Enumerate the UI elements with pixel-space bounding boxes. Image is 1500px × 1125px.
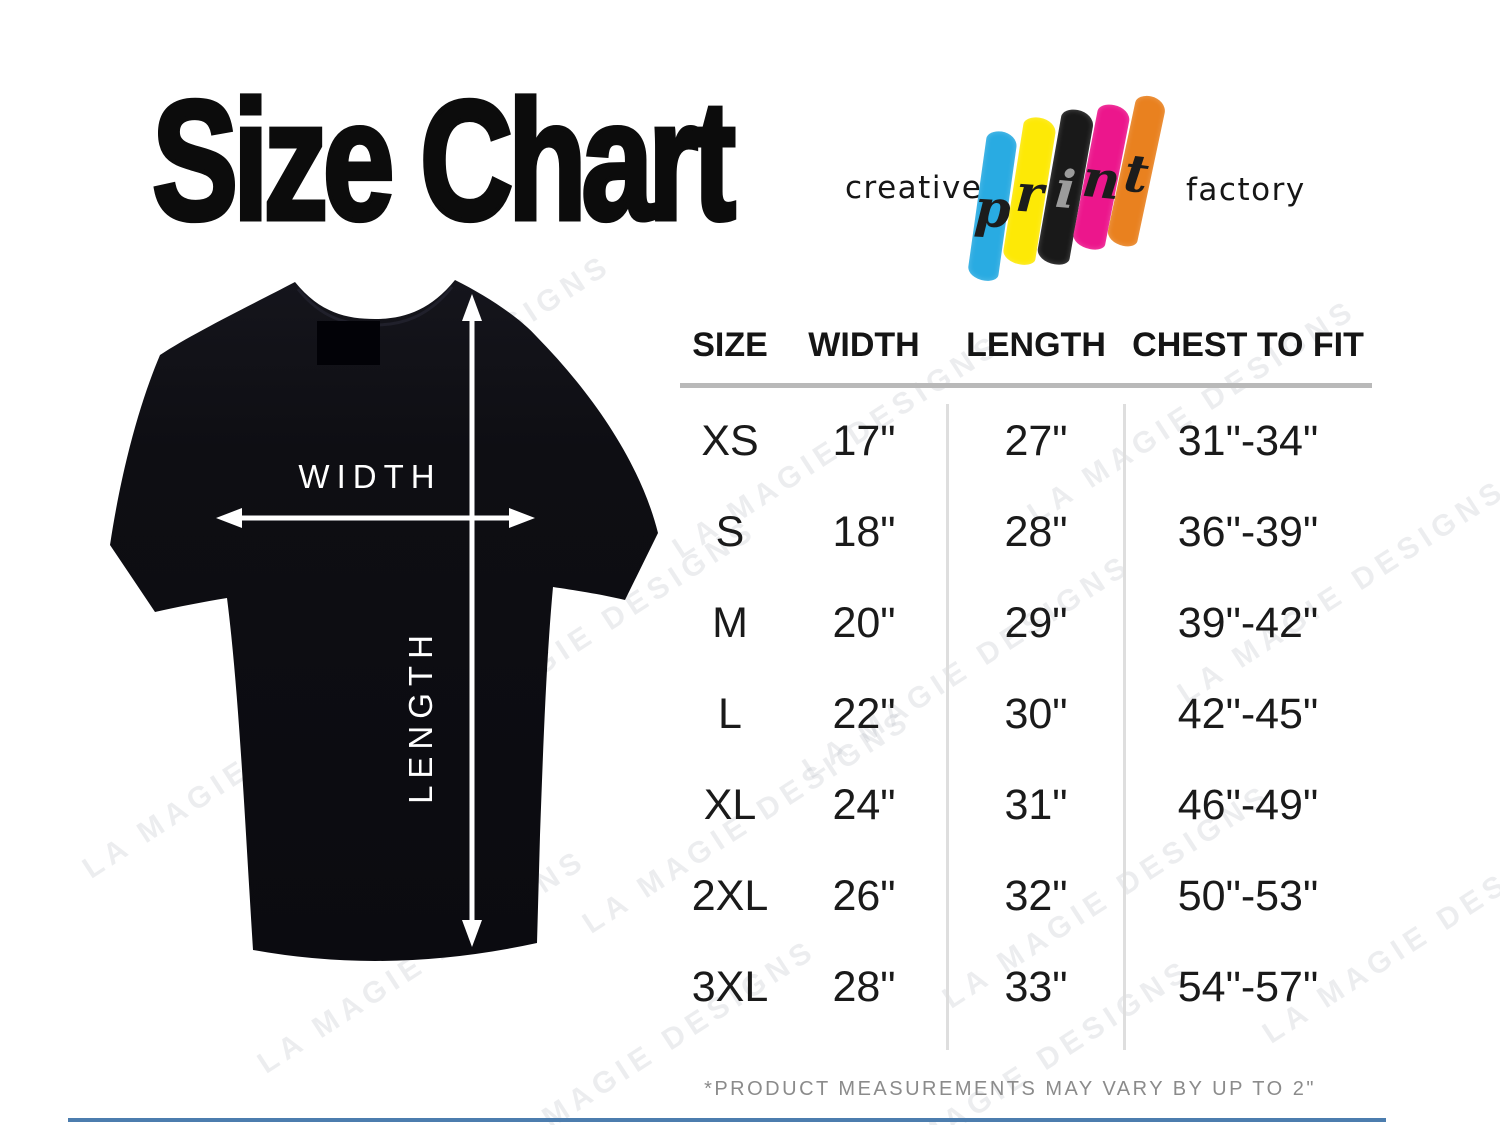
cell-width: 28": [832, 963, 896, 1011]
length-measure-label: LENGTH: [402, 628, 439, 804]
size-table-body: XS 17" 27" 31"-34" S 18" 28" 36"-39" M 2…: [680, 396, 1372, 1033]
page-title: Size Chart: [150, 66, 738, 256]
cell-chest: 50"-53": [1177, 872, 1319, 920]
logo-letter-i: i: [1052, 158, 1078, 222]
logo-word-factory: factory: [1186, 172, 1306, 208]
cell-length: 28": [1004, 508, 1068, 556]
size-table-header: SIZE WIDTH LENGTH CHEST TO FIT: [680, 325, 1372, 365]
table-row: M 20" 29" 39"-42": [680, 578, 1372, 669]
cell-chest: 39"-42": [1177, 599, 1319, 647]
header-chest: CHEST TO FIT: [1132, 325, 1364, 364]
cell-chest: 42"-45": [1177, 690, 1319, 738]
table-header-rule: [680, 383, 1372, 388]
cell-length: 29": [1004, 599, 1068, 647]
table-row: XL 24" 31" 46"-49": [680, 760, 1372, 851]
length-arrow: [462, 294, 482, 947]
cell-length: 32": [1004, 872, 1068, 920]
cell-width: 22": [832, 690, 896, 738]
cell-width: 20": [832, 599, 896, 647]
logo-letter-t: t: [1120, 142, 1152, 206]
cell-size: XS: [701, 417, 759, 465]
cell-width: 17": [832, 417, 896, 465]
logo-word-creative: creative: [845, 170, 983, 206]
cell-chest: 54"-57": [1177, 963, 1319, 1011]
cell-length: 33": [1004, 963, 1068, 1011]
neck-label: [317, 321, 380, 365]
logo-letter-r: r: [1013, 162, 1045, 226]
bottom-accent-line: [68, 1118, 1386, 1122]
cell-chest: 36"-39": [1177, 508, 1319, 556]
cell-width: 24": [832, 781, 896, 829]
tshirt-diagram: [110, 280, 658, 961]
cell-width: 18": [832, 508, 896, 556]
width-arrow: [216, 508, 535, 528]
table-row: 3XL 28" 33" 54"-57": [680, 942, 1372, 1033]
header-width: WIDTH: [808, 325, 920, 364]
cell-chest: 31"-34": [1177, 417, 1319, 465]
column-divider-1: [946, 404, 949, 1050]
cell-size: XL: [703, 781, 757, 829]
table-row: 2XL 26" 32" 50"-53": [680, 851, 1372, 942]
header-size: SIZE: [692, 325, 768, 364]
column-divider-2: [1123, 404, 1126, 1050]
table-row: XS 17" 27" 31"-34": [680, 396, 1372, 487]
cell-chest: 46"-49": [1177, 781, 1319, 829]
tshirt-silhouette: [110, 280, 658, 961]
table-row: S 18" 28" 36"-39": [680, 487, 1372, 578]
cell-width: 26": [832, 872, 896, 920]
cell-length: 27": [1004, 417, 1068, 465]
cell-size: S: [715, 508, 745, 556]
cell-size: M: [712, 599, 748, 647]
cell-size: 2XL: [691, 872, 769, 920]
cell-size: 3XL: [691, 963, 769, 1011]
cell-size: L: [718, 690, 742, 738]
width-measure-label: WIDTH: [298, 458, 442, 495]
header-length: LENGTH: [966, 325, 1106, 364]
cell-length: 31": [1004, 781, 1068, 829]
table-row: L 22" 30" 42"-45": [680, 669, 1372, 760]
measurement-disclaimer: *PRODUCT MEASUREMENTS MAY VARY BY UP TO …: [704, 1078, 1316, 1100]
cell-length: 30": [1004, 690, 1068, 738]
